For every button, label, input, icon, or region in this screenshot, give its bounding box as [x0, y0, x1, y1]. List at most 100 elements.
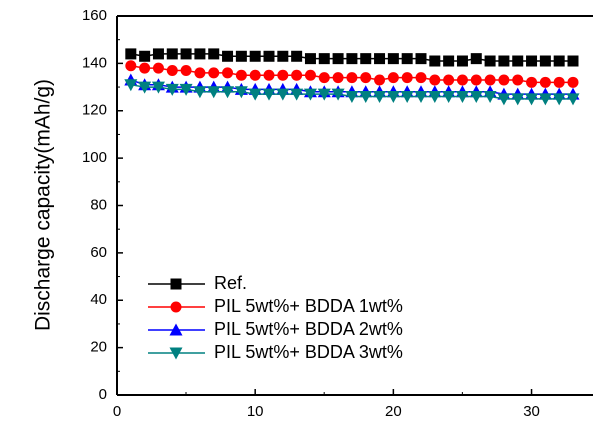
marker	[207, 86, 221, 99]
legend-marker	[169, 323, 183, 336]
marker	[263, 69, 275, 81]
marker	[525, 93, 539, 106]
marker	[179, 83, 193, 96]
marker	[194, 48, 206, 60]
marker	[526, 55, 538, 67]
y-tick-label: 160	[82, 7, 107, 24]
marker	[346, 53, 358, 65]
marker	[318, 53, 330, 65]
marker	[331, 88, 345, 101]
marker	[553, 76, 565, 88]
y-tick-label: 0	[99, 386, 107, 403]
marker	[263, 50, 275, 62]
y-tick-label: 40	[90, 291, 107, 308]
marker	[386, 91, 400, 104]
marker	[124, 79, 138, 92]
marker	[360, 72, 372, 84]
marker	[303, 88, 317, 101]
marker	[249, 50, 261, 62]
marker	[165, 83, 179, 96]
marker	[469, 91, 483, 104]
legend-marker	[170, 278, 182, 290]
marker	[539, 76, 551, 88]
x-tick-label: 30	[523, 403, 540, 420]
marker	[194, 67, 206, 79]
x-tick-label: 0	[113, 403, 121, 420]
marker	[262, 88, 276, 101]
legend-label: PIL 5wt%+ BDDA 2wt%	[214, 319, 403, 339]
marker	[152, 48, 164, 60]
marker	[193, 86, 207, 99]
marker	[456, 55, 468, 67]
marker	[484, 55, 496, 67]
marker	[345, 91, 359, 104]
marker	[553, 55, 565, 67]
marker	[152, 62, 164, 74]
marker	[304, 69, 316, 81]
marker	[290, 88, 304, 101]
marker	[512, 74, 524, 86]
marker	[277, 50, 289, 62]
marker	[304, 53, 316, 65]
marker	[166, 64, 178, 76]
marker	[291, 50, 303, 62]
marker	[387, 72, 399, 84]
marker	[125, 60, 137, 72]
marker	[566, 93, 580, 106]
y-tick-label: 60	[90, 244, 107, 261]
x-tick-label: 10	[247, 403, 264, 420]
marker	[455, 91, 469, 104]
marker	[373, 91, 387, 104]
y-tick-label: 20	[90, 339, 107, 356]
marker	[318, 72, 330, 84]
marker	[360, 53, 372, 65]
marker	[567, 55, 579, 67]
legend-label: Ref.	[214, 273, 247, 293]
marker	[512, 55, 524, 67]
marker	[526, 76, 538, 88]
y-axis-label: Discharge capacity(mAh/g)	[32, 79, 55, 331]
marker	[484, 74, 496, 86]
marker	[443, 74, 455, 86]
marker	[443, 55, 455, 67]
marker	[539, 55, 551, 67]
marker	[139, 62, 151, 74]
marker	[456, 74, 468, 86]
marker	[498, 55, 510, 67]
marker	[400, 91, 414, 104]
marker	[234, 86, 248, 99]
y-tick-label: 140	[82, 54, 107, 71]
marker	[415, 53, 427, 65]
marker	[470, 74, 482, 86]
marker	[429, 55, 441, 67]
marker	[387, 53, 399, 65]
marker	[470, 53, 482, 65]
marker	[138, 81, 152, 94]
marker	[332, 72, 344, 84]
marker	[222, 50, 234, 62]
marker	[248, 88, 262, 101]
marker	[401, 72, 413, 84]
y-tick-label: 100	[82, 149, 107, 166]
marker	[401, 53, 413, 65]
marker	[483, 91, 497, 104]
marker	[222, 67, 234, 79]
marker	[511, 93, 525, 106]
marker	[538, 93, 552, 106]
legend-label: PIL 5wt%+ BDDA 1wt%	[214, 296, 403, 316]
marker	[208, 48, 220, 60]
marker	[180, 48, 192, 60]
marker	[374, 74, 386, 86]
marker	[180, 64, 192, 76]
marker	[139, 50, 151, 62]
x-tick-label: 20	[385, 403, 402, 420]
marker	[235, 50, 247, 62]
marker	[359, 91, 373, 104]
marker	[374, 53, 386, 65]
legend-label: PIL 5wt%+ BDDA 3wt%	[214, 342, 403, 362]
marker	[277, 69, 289, 81]
marker	[235, 69, 247, 81]
legend-marker	[169, 347, 183, 360]
legend-marker	[170, 301, 182, 313]
